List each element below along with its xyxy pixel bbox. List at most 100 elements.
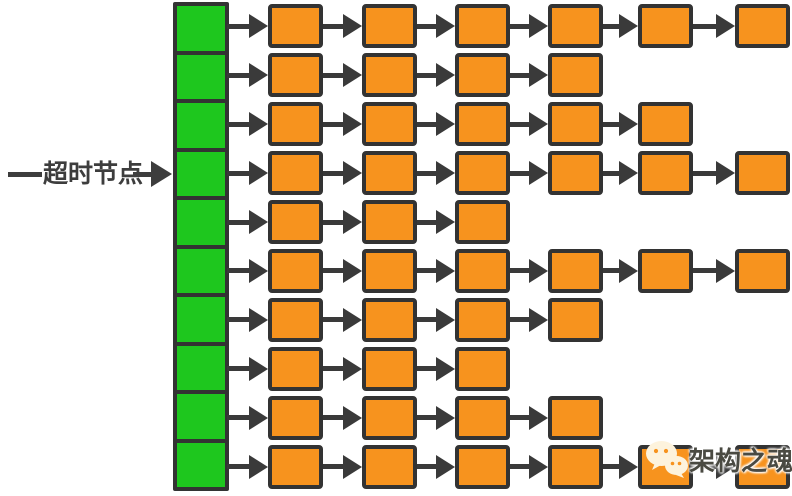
arrow-head bbox=[249, 454, 268, 479]
arrow-shaft bbox=[417, 317, 436, 323]
arrow-head bbox=[343, 454, 362, 479]
arrow-head bbox=[619, 161, 638, 186]
next-pointer-arrow-icon bbox=[693, 258, 735, 283]
bucket-column bbox=[173, 2, 229, 491]
next-pointer-arrow-icon bbox=[227, 258, 268, 283]
list-node bbox=[362, 200, 417, 245]
arrow-head bbox=[436, 210, 455, 235]
arrow-shaft bbox=[227, 219, 249, 225]
arrow-head bbox=[529, 161, 548, 186]
next-pointer-arrow-icon bbox=[510, 112, 548, 137]
arrow-head bbox=[619, 112, 638, 137]
bucket-cell bbox=[177, 248, 225, 293]
list-node bbox=[268, 102, 323, 147]
list-node bbox=[548, 151, 603, 196]
arrow-shaft bbox=[323, 23, 343, 29]
list-node bbox=[362, 4, 417, 49]
next-pointer-arrow-icon bbox=[417, 112, 455, 137]
next-pointer-arrow-icon bbox=[693, 161, 735, 186]
arrow-head bbox=[436, 258, 455, 283]
list-node bbox=[455, 346, 510, 391]
next-pointer-arrow-icon bbox=[510, 307, 548, 332]
arrow-shaft bbox=[510, 121, 529, 127]
timeout-label-group: 超时节点 bbox=[0, 159, 230, 189]
wechat-icon bbox=[646, 441, 688, 478]
arrow-shaft bbox=[133, 171, 151, 177]
next-pointer-arrow-icon bbox=[227, 14, 268, 39]
arrow-shaft bbox=[323, 317, 343, 323]
next-pointer-arrow-icon bbox=[417, 210, 455, 235]
list-node bbox=[735, 444, 790, 489]
next-pointer-arrow-icon bbox=[510, 14, 548, 39]
next-pointer-arrow-icon bbox=[510, 405, 548, 430]
list-node bbox=[455, 444, 510, 489]
next-pointer-arrow-icon bbox=[323, 307, 362, 332]
arrow-head bbox=[436, 405, 455, 430]
arrow-shaft bbox=[603, 23, 619, 29]
arrow-shaft bbox=[510, 170, 529, 176]
arrow-shaft bbox=[510, 415, 529, 421]
next-pointer-arrow-icon bbox=[693, 14, 735, 39]
arrow-head bbox=[436, 454, 455, 479]
next-pointer-arrow-icon bbox=[227, 405, 268, 430]
arrow-shaft bbox=[603, 121, 619, 127]
next-pointer-arrow-icon bbox=[323, 112, 362, 137]
list-node bbox=[455, 151, 510, 196]
next-pointer-arrow-icon bbox=[510, 258, 548, 283]
next-pointer-arrow-icon bbox=[603, 454, 638, 479]
arrow-shaft bbox=[510, 72, 529, 78]
arrow-head bbox=[249, 112, 268, 137]
arrow-shaft bbox=[417, 170, 436, 176]
arrow-head bbox=[716, 454, 735, 479]
arrow-head bbox=[716, 14, 735, 39]
arrow-head bbox=[249, 258, 268, 283]
arrow-shaft bbox=[323, 170, 343, 176]
arrow-shaft bbox=[510, 23, 529, 29]
list-node bbox=[548, 444, 603, 489]
next-pointer-arrow-icon bbox=[417, 14, 455, 39]
arrow-shaft bbox=[417, 121, 436, 127]
bucket-cell bbox=[177, 103, 225, 148]
arrow-shaft bbox=[323, 72, 343, 78]
arrow-shaft bbox=[227, 121, 249, 127]
arrow-shaft bbox=[417, 23, 436, 29]
bucket-cell bbox=[177, 6, 225, 51]
arrow-shaft bbox=[417, 366, 436, 372]
list-node bbox=[362, 297, 417, 342]
list-node bbox=[268, 4, 323, 49]
next-pointer-arrow-icon bbox=[323, 14, 362, 39]
list-node bbox=[548, 53, 603, 98]
list-node bbox=[638, 151, 693, 196]
list-node bbox=[268, 346, 323, 391]
list-node bbox=[362, 248, 417, 293]
list-node bbox=[455, 200, 510, 245]
arrow-shaft bbox=[227, 464, 249, 470]
arrow-head bbox=[619, 14, 638, 39]
next-pointer-arrow-icon bbox=[417, 63, 455, 88]
arrow-head bbox=[343, 112, 362, 137]
list-node bbox=[455, 395, 510, 440]
arrow-head bbox=[529, 258, 548, 283]
arrow-shaft bbox=[323, 366, 343, 372]
arrow-head bbox=[249, 307, 268, 332]
arrow-head bbox=[529, 14, 548, 39]
arrow-head bbox=[343, 258, 362, 283]
arrow-head bbox=[436, 112, 455, 137]
next-pointer-arrow-icon bbox=[227, 307, 268, 332]
list-node bbox=[362, 102, 417, 147]
next-pointer-arrow-icon bbox=[323, 454, 362, 479]
list-node bbox=[455, 53, 510, 98]
arrow-shaft bbox=[417, 219, 436, 225]
list-node bbox=[455, 297, 510, 342]
list-node bbox=[268, 53, 323, 98]
arrow-shaft bbox=[227, 415, 249, 421]
arrow-head bbox=[151, 161, 172, 187]
arrow-shaft bbox=[417, 464, 436, 470]
arrow-shaft bbox=[603, 268, 619, 274]
next-pointer-arrow-icon bbox=[323, 210, 362, 235]
next-pointer-arrow-icon bbox=[323, 161, 362, 186]
next-pointer-arrow-icon bbox=[323, 258, 362, 283]
arrow-head bbox=[343, 14, 362, 39]
arrow-head bbox=[529, 405, 548, 430]
